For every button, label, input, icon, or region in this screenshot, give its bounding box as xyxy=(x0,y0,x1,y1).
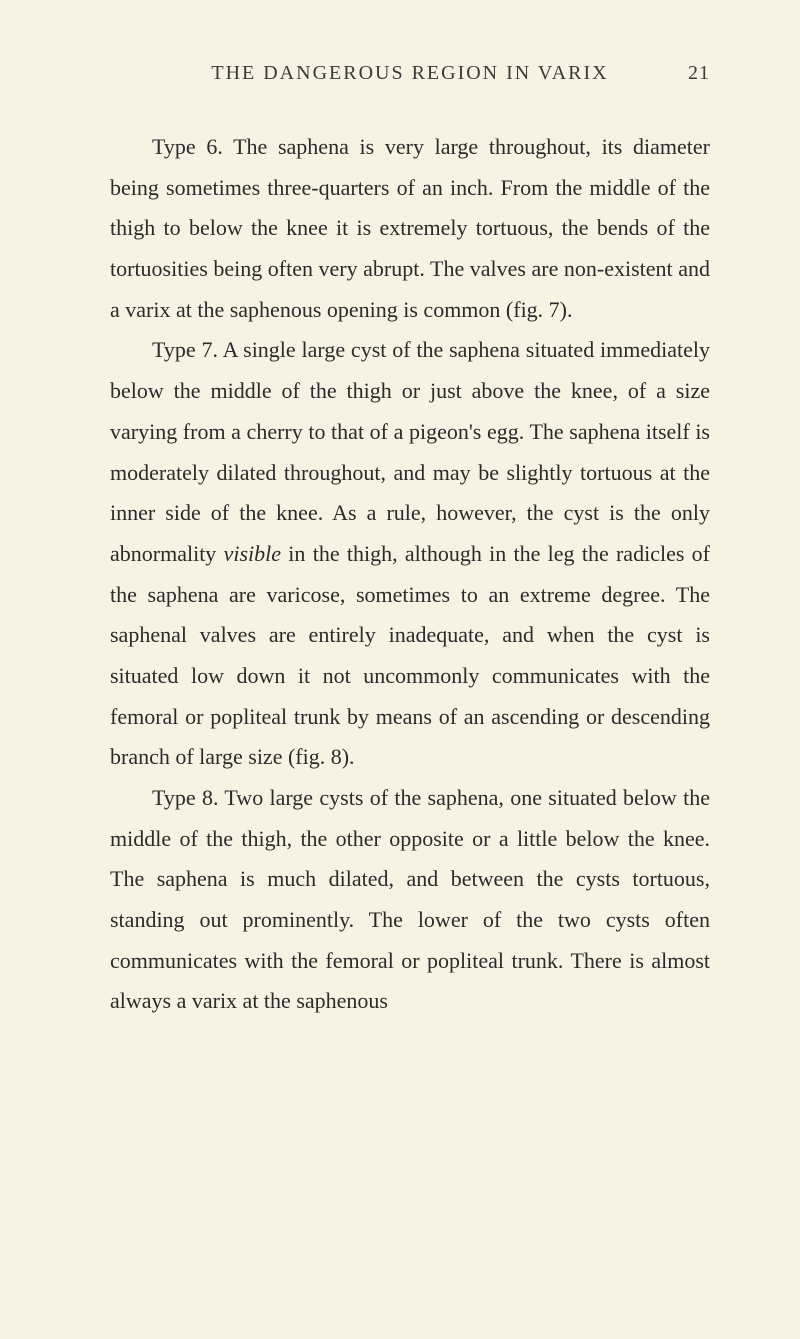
paragraph-1-text: Type 6. The saphena is very large throug… xyxy=(110,134,710,322)
paragraph-2-part1: Type 7. A single large cyst of the saphe… xyxy=(110,337,710,565)
paragraph-3-text: Type 8. Two large cysts of the saphena, … xyxy=(110,785,710,1013)
paragraph-2-italic: visible xyxy=(224,541,281,566)
page-number: 21 xyxy=(688,62,710,85)
paragraph-2-part2: in the thigh, although in the leg the ra… xyxy=(110,541,710,769)
page-header: THE DANGEROUS REGION IN VARIX 21 xyxy=(110,62,710,85)
header-title: THE DANGEROUS REGION IN VARIX xyxy=(211,62,608,84)
paragraph-1: Type 6. The saphena is very large throug… xyxy=(110,127,710,330)
body-text: Type 6. The saphena is very large throug… xyxy=(110,127,710,1022)
paragraph-3: Type 8. Two large cysts of the saphena, … xyxy=(110,778,710,1022)
paragraph-2: Type 7. A single large cyst of the saphe… xyxy=(110,330,710,778)
